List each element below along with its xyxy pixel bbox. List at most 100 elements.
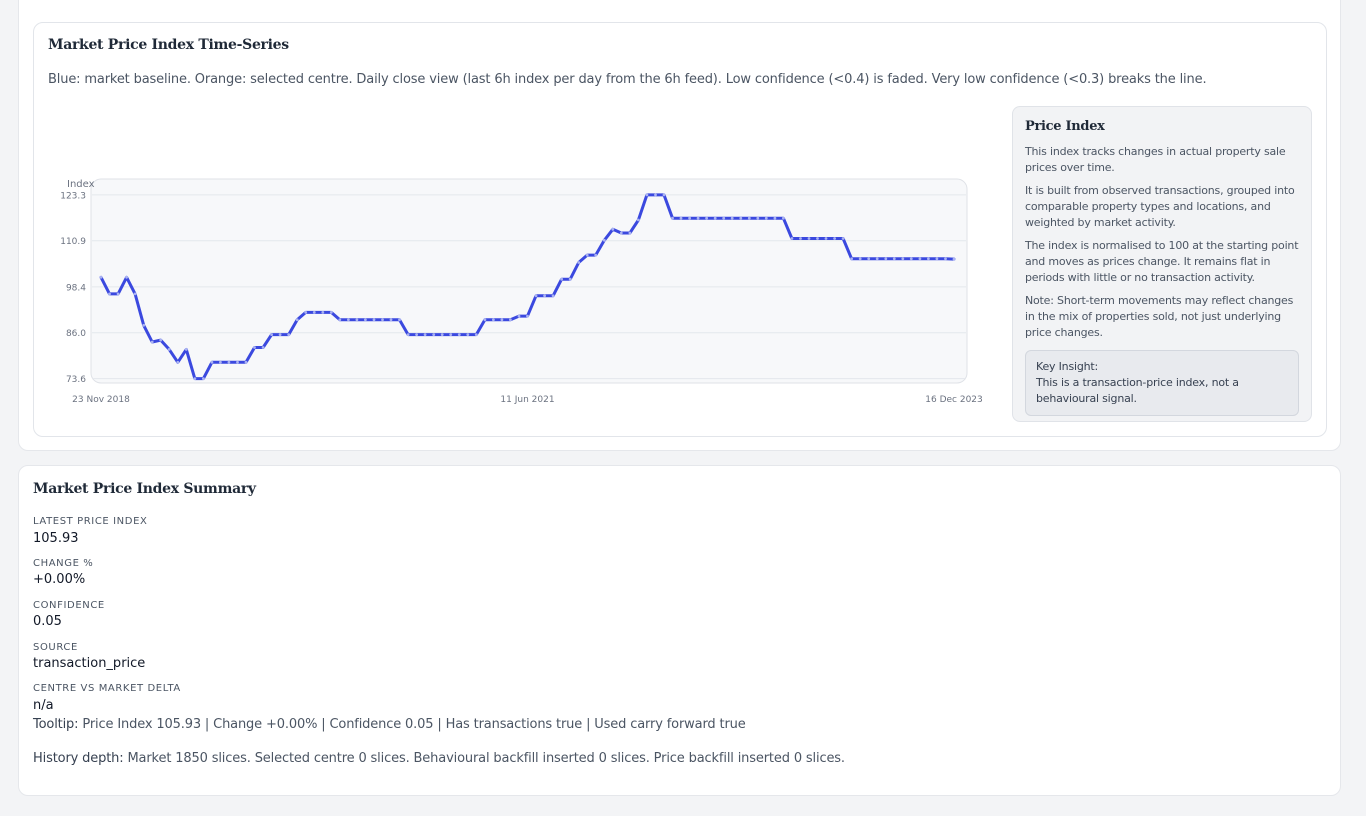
metric-label-confidence: CONFIDENCE [33, 600, 105, 611]
plot-background [90, 178, 968, 384]
metric-value-latest-price-index: 105.93 [33, 531, 79, 546]
key-insight-title: Key Insight: [1036, 360, 1099, 373]
data-point [244, 360, 248, 364]
data-point [782, 216, 785, 220]
data-point [901, 257, 905, 261]
x-tick-labels: 23 Nov 2018 11 Jun 2021 16 Dec 2023 [72, 395, 983, 405]
data-point [637, 218, 640, 222]
data-point [884, 257, 888, 261]
data-point [730, 216, 734, 220]
data-point [909, 257, 913, 261]
data-point [415, 333, 418, 336]
data-point [227, 360, 231, 364]
data-point [560, 277, 563, 281]
data-point [423, 333, 427, 336]
price-index-chart[interactable]: Index 123.3 110.9 98.4 86.0 73.6 23 Nov 2018… [34, 23, 1014, 438]
history-depth-line: History depth: Market 1850 slices. Selec… [33, 751, 845, 766]
timeseries-description: Blue: market baseline. Orange: selected … [48, 72, 1207, 87]
data-point [176, 360, 180, 364]
data-point [389, 318, 393, 322]
history-depth-text: Market 1850 slices. Selected centre 0 sl… [127, 751, 845, 766]
data-point [790, 237, 794, 240]
data-point [534, 294, 538, 298]
data-point [543, 294, 546, 298]
data-point [875, 257, 879, 261]
data-point [739, 216, 743, 220]
chart-area: Index 123.3 110.9 98.4 86.0 73.6 23 Nov 2018… [34, 23, 1014, 438]
data-point [747, 216, 751, 220]
tooltip-text: Price Index 105.93 | Change +0.00% | Con… [82, 717, 746, 732]
tooltip-label: Tooltip: [33, 717, 79, 732]
data-point [466, 333, 470, 336]
data-point [602, 238, 606, 242]
data-point [551, 294, 555, 298]
data-point [150, 340, 154, 344]
metric-label-source: SOURCE [33, 642, 78, 653]
data-point [184, 348, 188, 351]
data-point [509, 318, 512, 322]
data-point [99, 275, 103, 279]
info-panel: Price Index This index tracks changes in… [1012, 106, 1312, 422]
metric-value-confidence: 0.05 [33, 614, 62, 629]
data-point [645, 193, 649, 197]
data-point [483, 318, 487, 322]
metric-label-centre-vs-market-delta: CENTRE VS MARKET DELTA [33, 683, 181, 694]
data-point [193, 377, 197, 380]
metric-value-change: +0.00% [33, 572, 86, 587]
data-point [517, 314, 521, 318]
data-point [202, 377, 205, 380]
metric-value-centre-vs-market-delta: n/a [33, 698, 54, 713]
data-point [116, 292, 120, 296]
data-point [858, 257, 862, 261]
data-point [773, 216, 777, 220]
data-point [159, 338, 163, 342]
info-paragraph: It is built from observed transactions, … [1025, 184, 1295, 229]
data-point [440, 333, 444, 336]
data-point [398, 318, 401, 322]
data-point [577, 261, 581, 264]
summary-card: Market Price Index Summary LATEST PRICE … [18, 465, 1341, 796]
data-point [867, 257, 871, 261]
data-point [270, 333, 273, 336]
data-point [364, 318, 367, 322]
data-point [679, 216, 683, 220]
data-point [432, 333, 436, 336]
series-market-baseline [99, 193, 956, 381]
y-axis-label: Index [67, 179, 95, 190]
info-paragraph: This index tracks changes in actual prop… [1025, 145, 1286, 174]
data-point [133, 292, 137, 296]
timeseries-card: Market Price Index Time-Series Blue: mar… [33, 22, 1327, 437]
data-point [799, 237, 802, 240]
data-point [142, 323, 146, 327]
info-panel-title: Price Index [1025, 119, 1105, 134]
data-point [449, 333, 453, 336]
data-point [671, 216, 674, 220]
y-tick-label: 86.0 [66, 329, 86, 339]
info-paragraph: Note: Short-term movements may reflect c… [1025, 294, 1294, 339]
data-point [705, 216, 708, 220]
data-point [526, 314, 529, 318]
data-point [167, 348, 171, 351]
x-tick-label: 16 Dec 2023 [925, 395, 983, 405]
data-point [833, 237, 836, 240]
tooltip-line: Tooltip: Price Index 105.93 | Change +0.… [33, 717, 746, 732]
y-tick-label: 98.4 [66, 283, 86, 293]
data-point [722, 216, 726, 220]
data-point [492, 318, 495, 322]
y-tick-label: 123.3 [60, 191, 86, 201]
metric-label-change: CHANGE % [33, 558, 94, 569]
data-point [457, 333, 461, 336]
data-point [756, 216, 760, 220]
data-point [108, 292, 111, 296]
data-point [295, 318, 299, 322]
data-point [892, 257, 896, 261]
key-insight-text: This is a transaction-price index, not a… [1036, 376, 1239, 405]
data-point [355, 318, 359, 322]
data-point [713, 216, 717, 220]
data-point [824, 237, 828, 240]
data-point [347, 318, 350, 322]
data-point [764, 216, 768, 220]
key-insight-box: Key Insight: This is a transaction-price… [1025, 350, 1299, 416]
data-point [474, 333, 478, 336]
data-point [688, 216, 691, 220]
